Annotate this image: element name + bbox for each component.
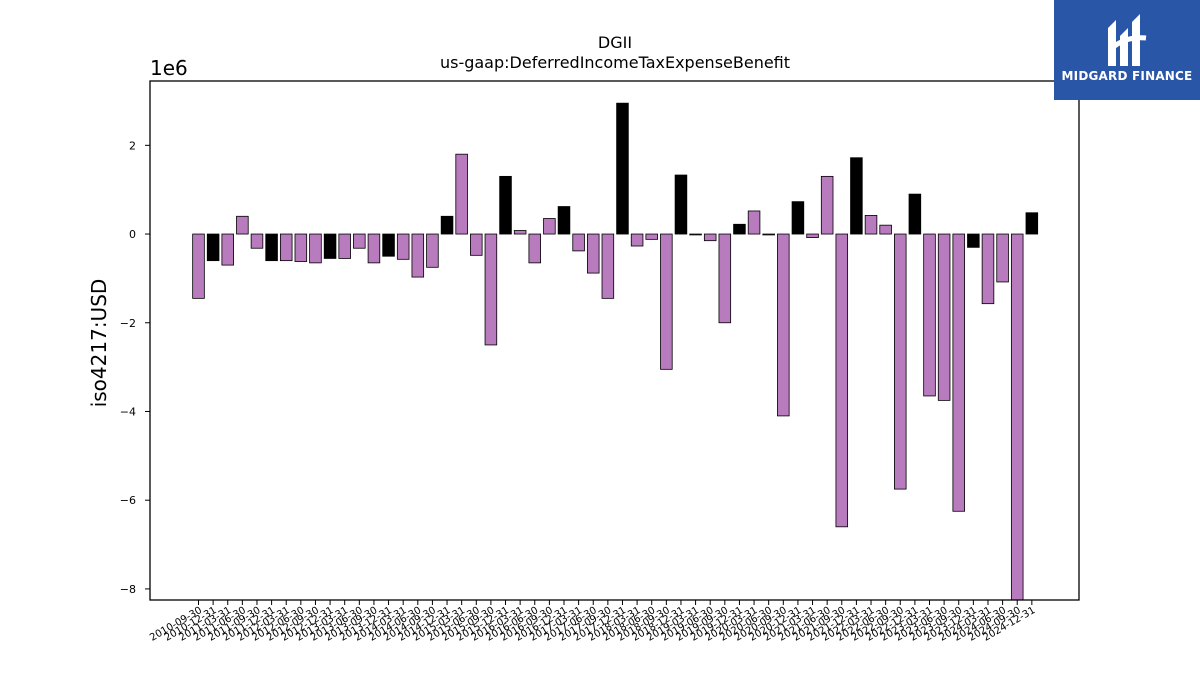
bar-2020-09-30 (777, 233, 790, 417)
bar-2020-06-30 (762, 233, 775, 236)
y-tick-label: −8 (120, 583, 136, 596)
bar-2014-03-31 (396, 233, 410, 260)
bar-2021-09-30 (835, 233, 849, 528)
bar-2011-03-31 (221, 233, 234, 266)
bar-2024-06-30 (996, 233, 1009, 283)
chart-subtitle: us-gaap:DeferredIncomeTaxExpenseBenefit (440, 53, 790, 72)
bar-2019-09-30 (718, 233, 732, 324)
bar-2023-12-31 (967, 233, 980, 248)
bar-2017-06-30 (586, 233, 600, 274)
chart-title: DGII (598, 33, 632, 52)
bar-2022-03-31 (864, 215, 878, 235)
bar-2017-12-31 (616, 102, 629, 235)
bar-2012-09-30 (309, 233, 322, 264)
bar-2020-03-31 (747, 210, 761, 235)
bar-2014-06-30 (411, 233, 425, 278)
bar-2015-12-31 (499, 175, 512, 235)
bar-2015-06-30 (470, 233, 483, 256)
bar-2011-12-31 (265, 233, 278, 262)
bar-2017-03-31 (572, 233, 585, 252)
bar-2023-06-30 (937, 233, 951, 401)
bar-2023-09-30 (952, 233, 965, 512)
bar-2022-12-31 (908, 193, 922, 235)
bar-2015-03-31 (455, 153, 468, 235)
bar-2012-03-31 (279, 233, 293, 262)
bar-2018-03-31 (630, 233, 644, 247)
bar-2013-03-31 (338, 233, 351, 259)
logo-text: MIDGARD FINANCE (1061, 69, 1193, 83)
midgard-logo: MIDGARD FINANCE (1054, 0, 1200, 100)
bar-2021-12-31 (850, 157, 863, 235)
bar-2011-06-30 (236, 215, 249, 235)
bar-2015-09-30 (484, 233, 498, 346)
bar-2024-12-31 (1025, 212, 1039, 235)
bar-2020-12-31 (791, 201, 805, 235)
bar-2014-09-30 (426, 233, 439, 268)
bar-2016-09-30 (543, 218, 556, 235)
bar-2010-09-30 (192, 233, 205, 299)
bar-2019-12-31 (733, 223, 746, 235)
bar-2019-06-30 (703, 233, 717, 242)
bar-2010-12-31 (206, 233, 220, 262)
y-tick-label: −4 (120, 405, 136, 418)
bar-2022-09-30 (894, 233, 907, 490)
bar-2023-03-31 (923, 233, 936, 397)
y-tick-label: 0 (129, 228, 136, 241)
bar-2019-03-31 (689, 233, 702, 236)
bar-2013-06-30 (353, 233, 366, 249)
bar-2018-06-30 (645, 233, 658, 240)
bar-2021-06-30 (820, 175, 834, 235)
bar-2016-12-31 (557, 206, 571, 235)
bar-2024-09-30 (1010, 233, 1024, 601)
plot-frame (149, 80, 1080, 601)
bar-2012-12-31 (323, 233, 337, 259)
bar-2014-12-31 (440, 215, 454, 235)
midgard-logo-icon (1108, 14, 1147, 66)
y-scale-label: 1e6 (150, 56, 188, 80)
y-tick-label: 2 (129, 139, 136, 152)
bar-2017-09-30 (601, 233, 615, 299)
bar-2013-09-30 (367, 233, 381, 264)
y-tick-label: −6 (120, 494, 136, 507)
bar-2016-06-30 (528, 233, 542, 264)
bar-2011-09-30 (250, 233, 264, 249)
bar-2016-03-31 (513, 230, 527, 235)
y-tick-label: −2 (120, 317, 136, 330)
bar-2018-12-31 (674, 174, 688, 235)
bar-2024-03-31 (981, 233, 995, 305)
bar-2022-06-30 (879, 224, 892, 235)
y-axis-label: iso4217:USD (87, 279, 111, 408)
bar-2021-03-31 (806, 233, 819, 238)
bar-2013-12-31 (382, 233, 395, 257)
bar-2012-06-30 (294, 233, 308, 262)
bar-2018-09-30 (660, 233, 673, 370)
